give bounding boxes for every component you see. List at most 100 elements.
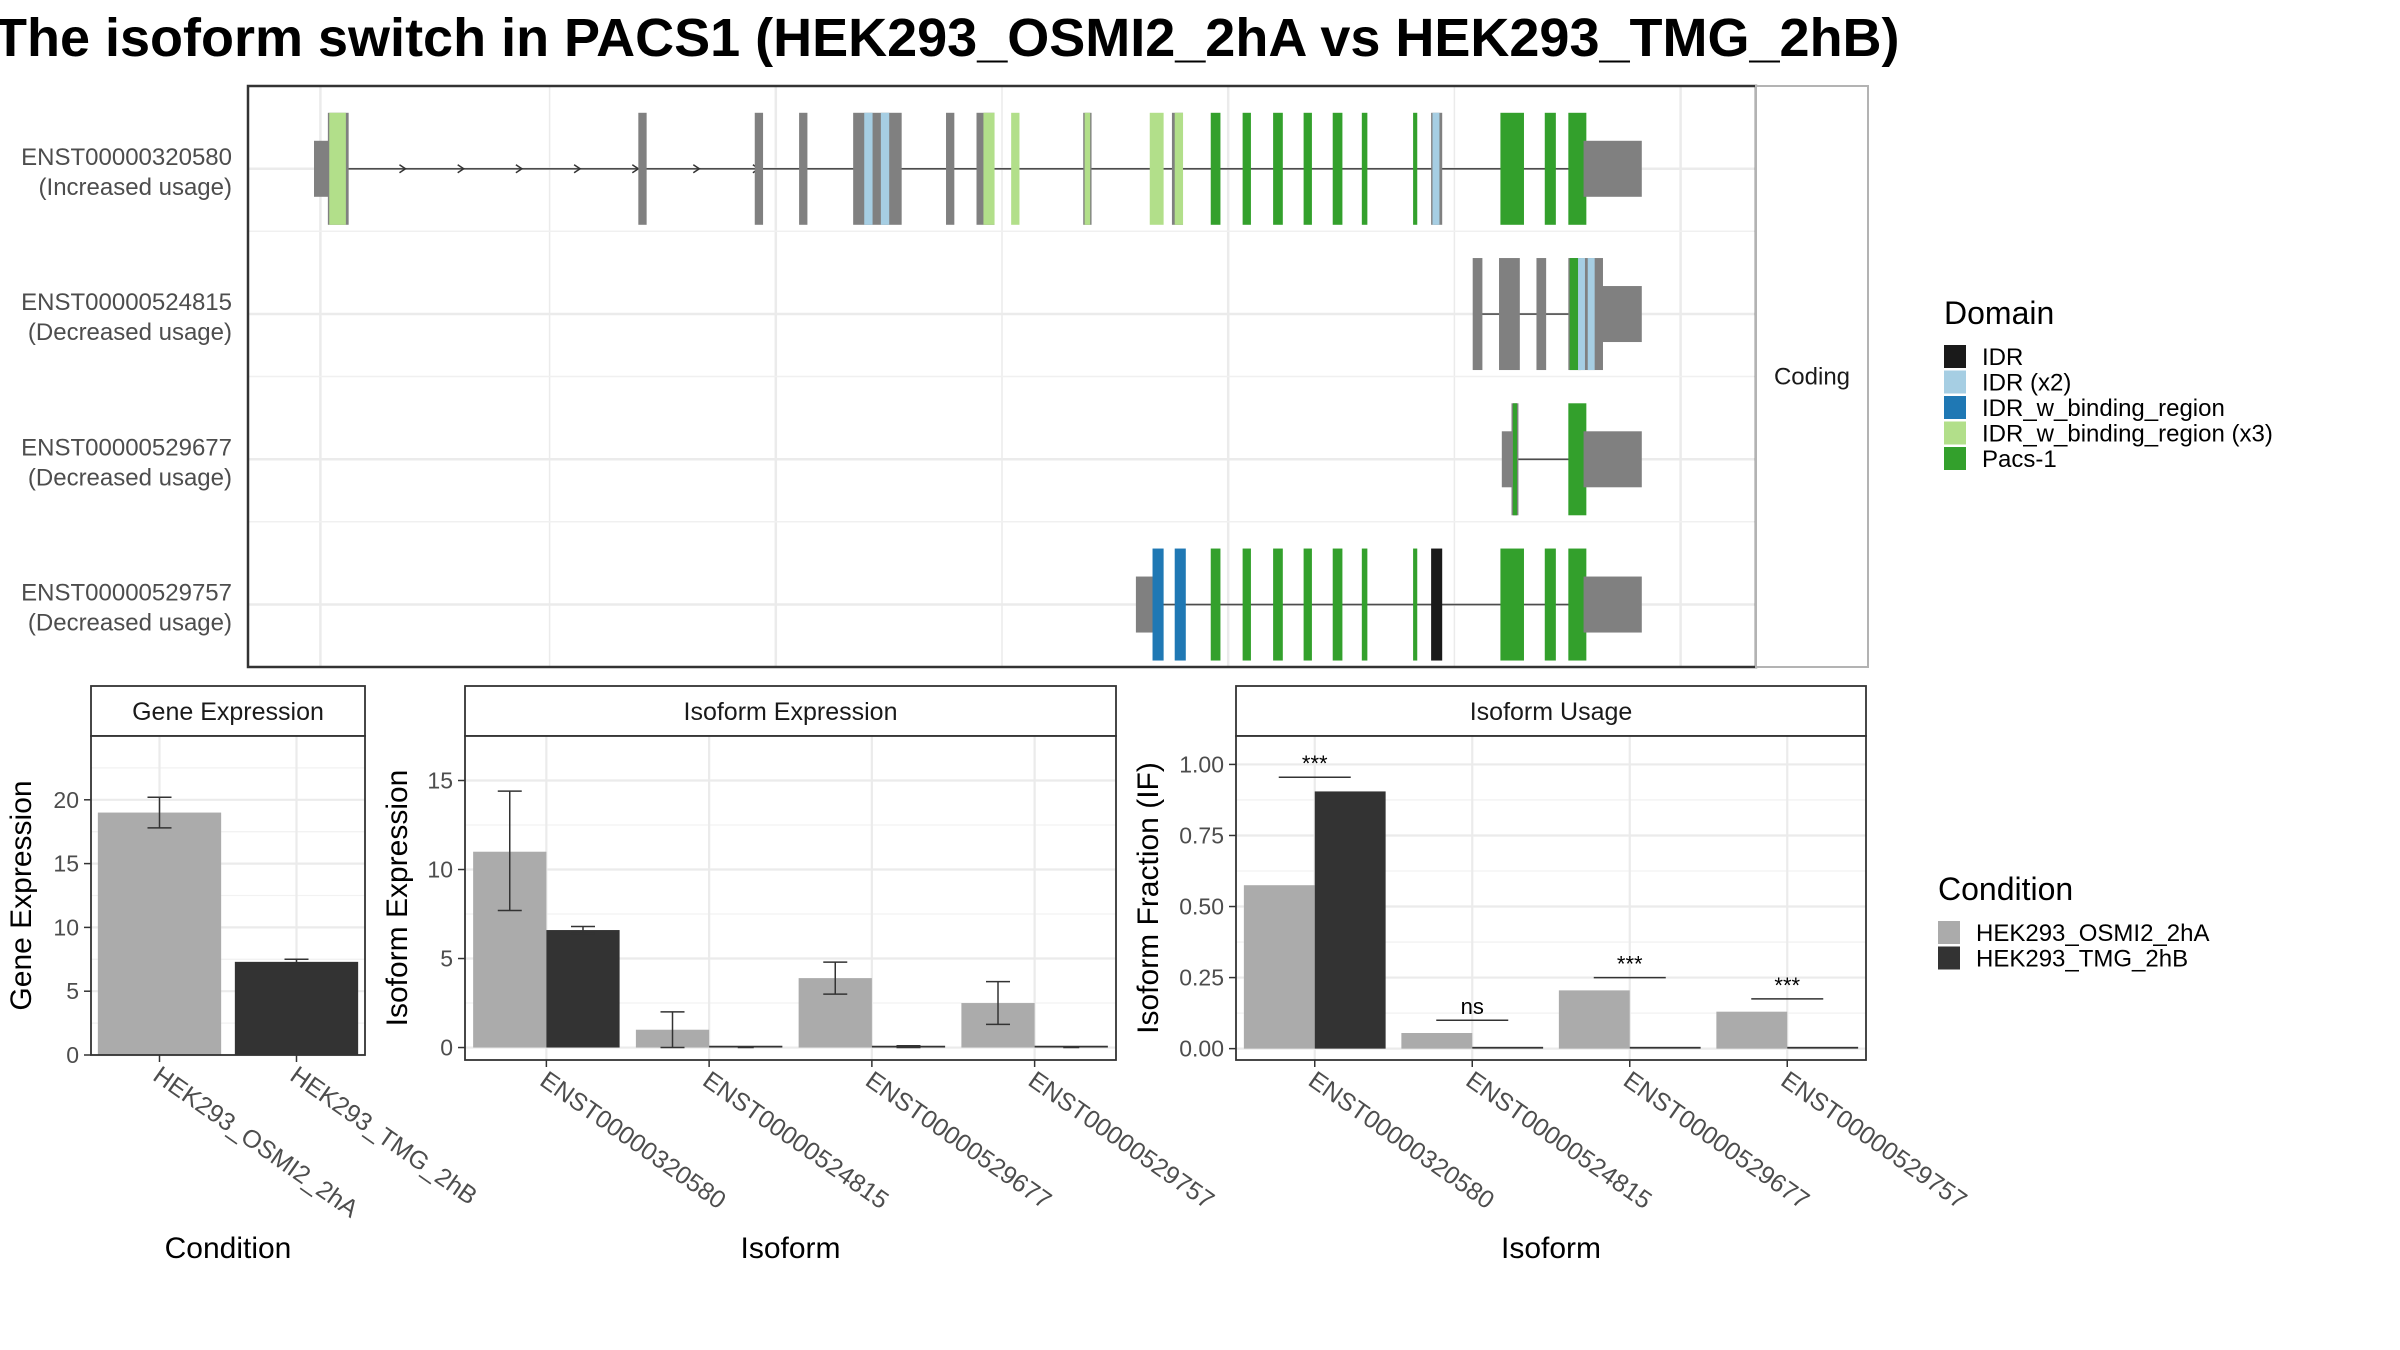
exon-block — [1273, 112, 1283, 225]
y-tick-label: 1.00 — [1179, 751, 1224, 777]
exon-block — [1600, 286, 1642, 343]
exon-block — [1432, 112, 1440, 225]
domain-legend-swatch — [1944, 447, 1966, 470]
exon-block — [754, 112, 764, 225]
domain-legend-swatch — [1944, 396, 1966, 419]
exon-block — [1512, 403, 1518, 516]
condition-legend-label: HEK293_TMG_2hB — [1976, 946, 2188, 973]
exon-block — [946, 112, 955, 225]
transcript-id-label: ENST00000320580 — [21, 144, 232, 171]
strand-arrow — [573, 164, 582, 174]
exon-block — [1303, 548, 1312, 661]
exon-block — [1135, 576, 1156, 633]
transcript-usage-label: (Increased usage) — [39, 174, 232, 201]
domain-legend-label: Pacs-1 — [1982, 446, 2057, 473]
y-axis-title: Isoform Expression — [381, 770, 414, 1027]
bar — [1472, 1046, 1544, 1049]
y-tick-label: 0.50 — [1179, 894, 1224, 920]
x-axis-title: Isoform — [1501, 1232, 1601, 1265]
bar — [546, 930, 620, 1048]
panel-border — [464, 735, 1117, 1061]
condition-legend-swatch — [1938, 946, 1960, 970]
exon-block — [1361, 548, 1368, 661]
bar — [1034, 1045, 1108, 1048]
exon-block — [1536, 258, 1547, 371]
x-axis-title: Condition — [165, 1232, 292, 1265]
panel-border — [1235, 735, 1867, 1061]
exon-block — [1544, 112, 1556, 225]
exon-block — [1544, 548, 1556, 661]
domain-legend-label: IDR — [1982, 344, 2023, 371]
condition-legend-label: HEK293_OSMI2_2hA — [1976, 920, 2209, 947]
exon-block — [1361, 112, 1368, 225]
exon-block — [1273, 548, 1283, 661]
y-axis-title: Gene Expression — [5, 780, 38, 1010]
bar — [1314, 791, 1386, 1049]
exon-block — [1568, 112, 1587, 225]
transcript-id-label: ENST00000529677 — [21, 434, 232, 461]
exon-block — [1303, 112, 1312, 225]
panel-title: Gene Expression — [132, 698, 324, 726]
transcript-id-label: ENST00000524815 — [21, 289, 232, 316]
bar — [709, 1045, 783, 1048]
y-tick-label: 5 — [440, 946, 453, 972]
panel-border — [90, 735, 366, 1056]
strand-arrow — [399, 164, 407, 174]
exon-block — [1472, 258, 1483, 371]
exon-block — [638, 112, 647, 225]
exon-block — [1413, 112, 1418, 225]
transcript-structure-panel: ENST00000320580 (Increased usage) ENST0000… — [21, 84, 1869, 669]
panel-strip — [1235, 685, 1867, 737]
exon-block — [1568, 548, 1587, 661]
exon-block — [1583, 431, 1642, 488]
bar — [1787, 1046, 1859, 1049]
facet-strip — [1755, 85, 1869, 668]
y-tick-label: 0 — [66, 1042, 79, 1068]
transcript-id-label: ENST00000529757 — [21, 580, 232, 607]
condition-legend-title: Condition — [1938, 871, 2073, 907]
domain-legend-title: Domain — [1944, 295, 2054, 331]
bar — [1243, 885, 1315, 1049]
strand-arrow — [692, 164, 701, 174]
significance-label: *** — [1302, 751, 1328, 776]
exon-block — [1242, 548, 1251, 661]
exon-block — [1568, 403, 1587, 516]
exon-block — [880, 112, 890, 225]
domain-legend-label: IDR_w_binding_region (x3) — [1982, 421, 2273, 448]
transcript-usage-label: (Decreased usage) — [28, 610, 232, 637]
bar — [1401, 1033, 1473, 1049]
y-tick-label: 0.75 — [1179, 822, 1224, 848]
exon-block — [1152, 548, 1164, 661]
panel-strip — [464, 685, 1117, 737]
significance-label: ns — [1461, 994, 1484, 1019]
domain-legend-swatch — [1944, 370, 1966, 394]
y-tick-label: 0.25 — [1179, 965, 1224, 991]
exon-block — [1332, 112, 1343, 225]
strand-arrow — [457, 164, 466, 174]
bar — [1629, 1046, 1701, 1049]
exon-block — [314, 140, 331, 197]
y-tick-label: 5 — [66, 978, 79, 1004]
figure-title: The isoform switch in PACS1 (HEK293_OSMI… — [0, 8, 1900, 68]
strand-arrow — [515, 164, 524, 174]
exon-block — [1499, 258, 1520, 371]
exon-block — [1578, 258, 1585, 371]
exon-block — [1174, 548, 1186, 661]
exon-block — [1501, 431, 1515, 488]
y-tick-label: 20 — [53, 787, 79, 813]
exon-block — [1569, 258, 1581, 371]
transcript-usage-label: (Decreased usage) — [28, 464, 232, 491]
y-tick-label: 0.00 — [1179, 1036, 1224, 1062]
bar — [97, 812, 222, 1055]
exon-block — [1332, 548, 1343, 661]
significance-label: *** — [1774, 973, 1800, 998]
exon-block — [1174, 112, 1184, 225]
exon-block — [1583, 140, 1642, 197]
exon-block — [853, 112, 902, 225]
transcript-usage-label: (Decreased usage) — [28, 319, 232, 346]
exon-block — [1210, 112, 1221, 225]
exon-block — [864, 112, 873, 225]
y-tick-label: 10 — [53, 914, 79, 940]
